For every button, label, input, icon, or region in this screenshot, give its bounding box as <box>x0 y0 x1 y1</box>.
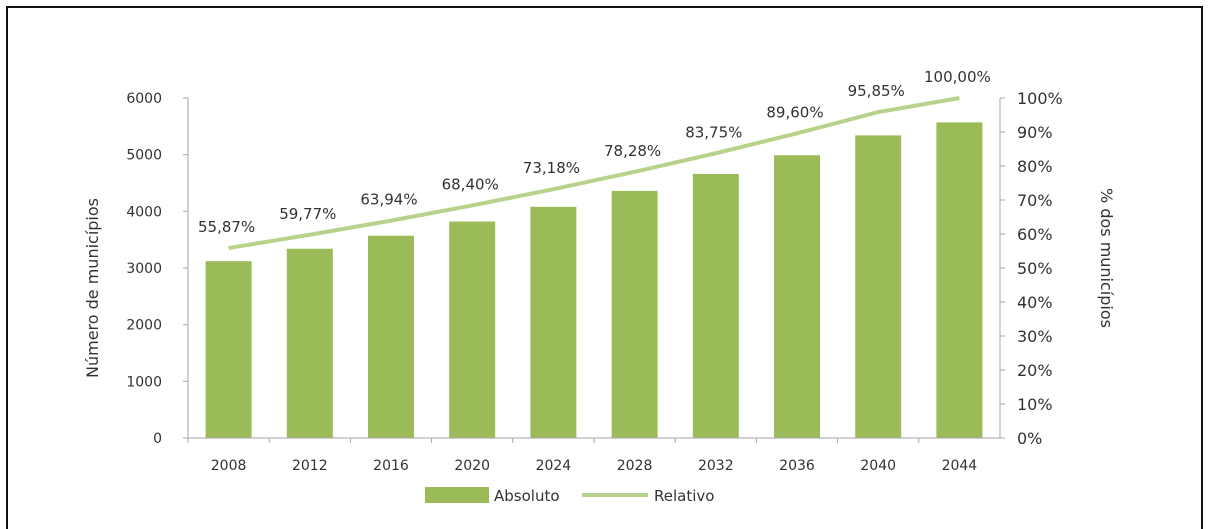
bar-2008 <box>205 261 252 438</box>
y-tick-label-right: 100% <box>1017 89 1063 108</box>
bar-2016 <box>368 235 414 438</box>
relativo-data-label: 95,85% <box>848 82 905 100</box>
relativo-data-label: 55,87% <box>198 218 255 236</box>
y-tick-label-right: 80% <box>1017 157 1053 176</box>
x-tick-label: 2040 <box>860 458 896 474</box>
bar-2028 <box>611 190 658 438</box>
y-tick-label-left: 0 <box>153 431 162 447</box>
legend-label-relativo: Relativo <box>654 487 714 505</box>
relativo-data-label: 59,77% <box>279 205 336 223</box>
relativo-data-label: 100,00% <box>924 68 991 86</box>
relativo-line <box>228 96 960 251</box>
relativo-data-label: 89,60% <box>766 103 823 121</box>
y-tick-label-right: 10% <box>1017 395 1053 414</box>
relativo-data-label: 83,75% <box>685 123 742 141</box>
x-tick-label: 2036 <box>779 458 815 474</box>
labels-group: 55,87% 59,77% 63,94% 68,40% 73,18% 78,28% 83,7… <box>198 68 991 236</box>
axes-group: 0 1000 2000 3000 4000 5000 6000 0% 10% 20% 30% 40% 5… <box>83 89 1116 474</box>
relativo-data-label: 73,18% <box>523 159 580 177</box>
x-tick-label: 2020 <box>454 458 490 474</box>
y-tick-label-left: 2000 <box>126 318 162 334</box>
x-tick-label: 2044 <box>942 458 978 474</box>
y-tick-label-left: 3000 <box>126 261 162 277</box>
bar-2040 <box>855 135 902 438</box>
x-tick-label: 2028 <box>617 458 653 474</box>
y-tick-label-right: 0% <box>1017 429 1042 448</box>
y-tick-label-left: 4000 <box>126 204 162 220</box>
bar-2012 <box>286 248 333 438</box>
legend: Absoluto Relativo <box>425 487 714 505</box>
x-tick-label: 2008 <box>211 458 247 474</box>
bar-2032 <box>692 173 739 438</box>
y-tick-label-right: 30% <box>1017 327 1053 346</box>
y-tick-label-left: 5000 <box>126 148 162 164</box>
bars-group <box>205 122 983 438</box>
relativo-data-label: 68,40% <box>442 175 499 193</box>
bar-2024 <box>530 206 577 438</box>
y-axis-title-left: Número de municípios <box>83 198 102 378</box>
x-tick-label: 2012 <box>292 458 328 474</box>
legend-swatch-absoluto <box>425 487 489 503</box>
y-axis-title-right: % dos municípios <box>1097 188 1116 328</box>
bar-2044 <box>936 122 983 438</box>
y-tick-label-right: 40% <box>1017 293 1053 312</box>
line-group <box>228 96 960 251</box>
x-tick-label: 2016 <box>373 458 409 474</box>
relativo-data-label: 78,28% <box>604 142 661 160</box>
bar-2020 <box>449 221 496 438</box>
y-tick-label-right: 70% <box>1017 191 1053 210</box>
y-tick-label-right: 20% <box>1017 361 1053 380</box>
legend-label-absoluto: Absoluto <box>494 487 560 505</box>
relativo-data-label: 63,94% <box>360 191 417 209</box>
y-tick-label-left: 6000 <box>126 91 162 107</box>
y-tick-label-right: 60% <box>1017 225 1053 244</box>
x-tick-label: 2024 <box>536 458 572 474</box>
chart-frame <box>6 6 1203 529</box>
y-tick-label-right: 50% <box>1017 259 1053 278</box>
x-tick-label: 2032 <box>698 458 734 474</box>
bar-2036 <box>774 155 820 438</box>
y-tick-label-right: 90% <box>1017 123 1053 142</box>
y-tick-label-left: 1000 <box>126 374 162 390</box>
